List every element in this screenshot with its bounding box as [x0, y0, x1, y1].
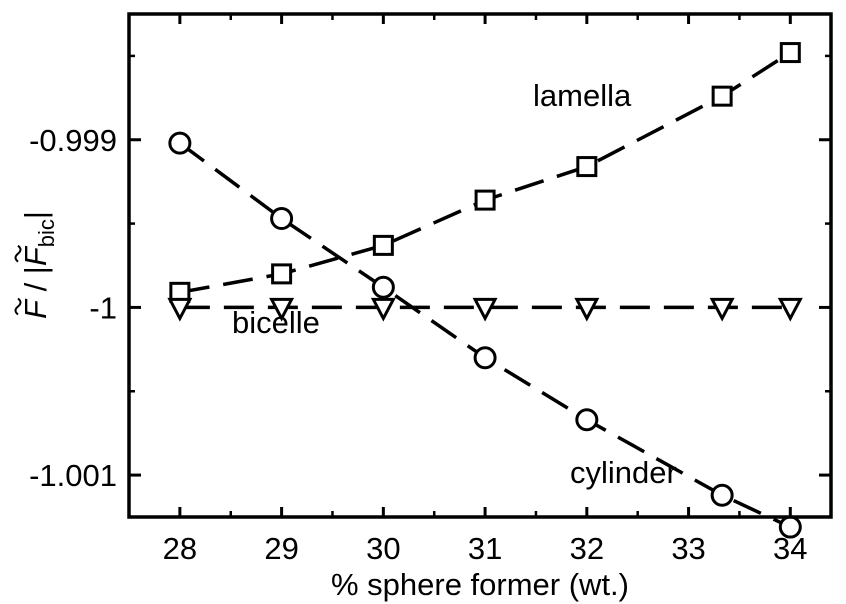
point-bicelle	[370, 297, 396, 322]
point-bicelle	[574, 297, 600, 322]
y-tick-label: -1.001	[29, 458, 117, 493]
point-lamella	[474, 189, 496, 211]
x-tick-label: 32	[570, 531, 604, 566]
point-bicelle	[777, 297, 803, 322]
point-bicelle	[167, 297, 193, 322]
data-layer	[167, 42, 803, 539]
x-tick-label: 29	[264, 531, 298, 566]
y-axis-label: F / |Fbic|	[14, 211, 59, 319]
y-axis-label-main: F	[18, 298, 53, 319]
x-tick-label: 31	[468, 531, 502, 566]
ticks-layer: 28 29 30 31 32 33 34 -0.999 -1 -1.001	[29, 14, 831, 566]
y-tick-label: -1	[89, 290, 117, 325]
svg-text:F / |Fbic|: F / |Fbic|	[18, 211, 59, 319]
series-line-lamella	[179, 51, 792, 295]
point-lamella	[576, 156, 598, 178]
x-tick-label: 30	[366, 531, 400, 566]
tilde-accent	[14, 297, 22, 316]
annotation-lamella: lamella	[533, 78, 632, 113]
plot-frame	[127, 12, 833, 519]
annotation-bicelle: bicelle	[232, 305, 320, 340]
x-tick-label: 34	[773, 531, 807, 566]
point-bicelle	[269, 297, 295, 322]
tilde-accent	[14, 244, 22, 263]
point-cylinder	[168, 131, 192, 155]
point-lamella	[271, 263, 293, 285]
x-tick-label: 28	[163, 531, 197, 566]
point-cylinder	[710, 483, 734, 507]
point-bicelle	[472, 297, 498, 322]
point-lamella	[372, 234, 394, 256]
point-cylinder	[371, 275, 395, 299]
point-bicelle	[709, 297, 735, 322]
y-tick-label: -0.999	[29, 123, 117, 158]
annotation-cylinder: cylinder	[570, 455, 677, 490]
y-axis-label-subscript: bic	[34, 219, 59, 247]
point-cylinder	[270, 207, 294, 231]
y-axis-label-slash: / |	[18, 266, 53, 300]
y-axis-label-close: |	[18, 211, 53, 219]
x-tick-label: 33	[671, 531, 705, 566]
x-axis-label: % sphere former (wt.)	[331, 567, 629, 602]
y-axis-label-sub-base: F	[18, 245, 53, 266]
point-lamella	[779, 42, 801, 64]
point-lamella	[711, 85, 733, 107]
point-cylinder	[575, 408, 599, 432]
point-cylinder	[473, 346, 497, 370]
